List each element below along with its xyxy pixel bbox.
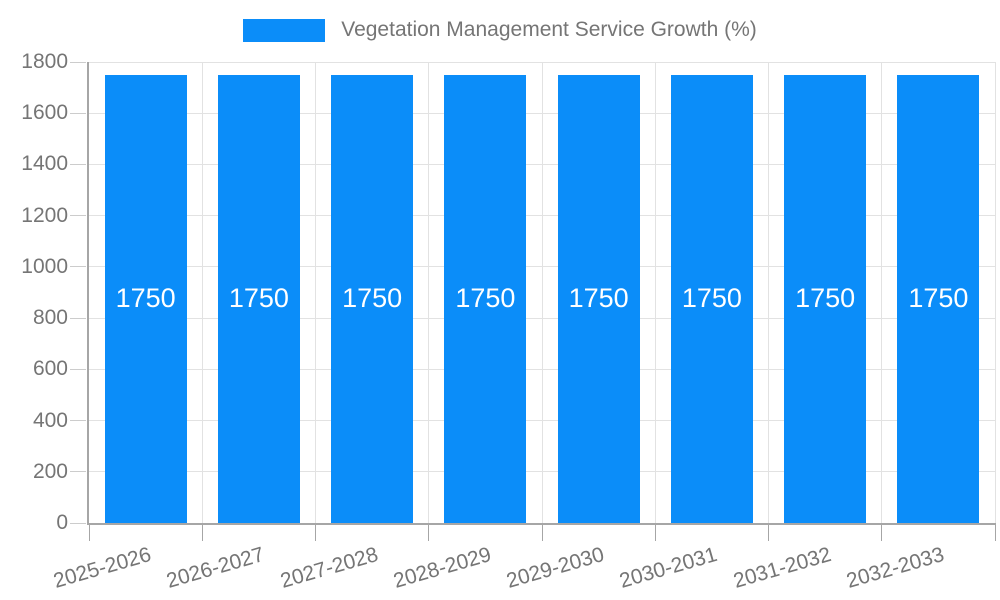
- x-axis-category-label: 2027-2028: [277, 543, 381, 593]
- bar-value-label: 1750: [795, 283, 856, 314]
- bar[interactable]: 1750: [444, 74, 527, 523]
- y-axis-tick-label: 600: [32, 357, 68, 381]
- x-axis-category-label: 2025-2026: [51, 543, 154, 593]
- x-axis-tick-mark: [315, 523, 316, 541]
- y-axis-tick-mark: [70, 163, 86, 165]
- y-axis-tick-label: 1600: [21, 101, 68, 125]
- bar-value-label: 1750: [342, 283, 403, 314]
- x-axis-tick-mark: [654, 523, 656, 541]
- bar[interactable]: 1750: [104, 74, 187, 523]
- x-gridline: [315, 62, 316, 523]
- y-axis-tick-label: 200: [32, 459, 68, 483]
- y-axis-tick-label: 1200: [21, 203, 68, 227]
- x-gridline: [654, 62, 656, 523]
- bar[interactable]: 1750: [217, 74, 300, 523]
- bar-value-label: 1750: [228, 283, 289, 314]
- y-axis-tick-mark: [70, 471, 86, 473]
- x-axis-tick-mark: [428, 523, 430, 541]
- x-axis-category-label: 2031-2032: [730, 543, 834, 593]
- y-axis-tick-label: 800: [32, 306, 68, 330]
- plot-area: 1750 1750 1750 1750 1750 1750 1750 1750: [87, 61, 996, 541]
- bar[interactable]: 1750: [557, 74, 640, 523]
- x-gridline: [768, 62, 769, 523]
- y-axis-tick-mark: [70, 266, 86, 268]
- x-axis-category-label: 2026-2027: [164, 543, 268, 593]
- x-axis-tick-mark: [201, 523, 203, 541]
- y-axis-tick-mark: [70, 112, 86, 114]
- bar[interactable]: 1750: [897, 74, 980, 523]
- y-axis: 0 200 400 600 800 1000 1200 1400 1600 1800: [0, 50, 86, 534]
- x-axis-category-label: 2030-2031: [617, 543, 721, 593]
- x-axis-tick-mark: [881, 523, 883, 541]
- y-axis-tick-label: 1000: [21, 254, 68, 278]
- x-axis-tick-mark: [994, 523, 996, 541]
- y-axis-tick-mark: [70, 215, 86, 217]
- y-axis-tick-mark: [70, 368, 86, 370]
- y-axis-tick-label: 1800: [21, 50, 68, 73]
- x-axis-tick-mark: [768, 523, 769, 541]
- x-axis-category-label: 2029-2030: [504, 543, 607, 593]
- x-gridline: [541, 62, 543, 523]
- bar-value-label: 1750: [681, 283, 742, 314]
- x-axis-category-label: 2028-2029: [390, 543, 494, 593]
- x-gridline: [428, 62, 430, 523]
- bar[interactable]: 1750: [331, 74, 414, 523]
- x-gridline: [881, 62, 883, 523]
- bar[interactable]: 1750: [784, 74, 867, 523]
- x-axis-tick-mark: [541, 523, 543, 541]
- bar-value-label: 1750: [568, 283, 629, 314]
- y-axis-tick-mark: [70, 61, 86, 63]
- legend-swatch[interactable]: [243, 18, 326, 42]
- y-axis-tick-label: 400: [32, 408, 68, 432]
- y-axis-tick-label: 1400: [21, 152, 68, 176]
- x-axis-category-label: 2032-2033: [843, 543, 947, 593]
- x-gridline: [994, 62, 996, 523]
- bar[interactable]: 1750: [670, 74, 753, 523]
- y-axis-tick-mark: [70, 317, 86, 319]
- y-axis-tick-label: 0: [56, 511, 68, 534]
- legend: Vegetation Management Service Growth (%): [0, 17, 1000, 43]
- bar-value-label: 1750: [455, 283, 516, 314]
- x-axis-tick-mark: [88, 523, 90, 541]
- legend-label[interactable]: Vegetation Management Service Growth (%): [341, 18, 757, 41]
- bar-value-label: 1750: [115, 283, 176, 314]
- x-gridline: [201, 62, 203, 523]
- bar-value-label: 1750: [908, 283, 969, 314]
- y-axis-tick-mark: [70, 522, 86, 524]
- y-axis-tick-mark: [70, 420, 86, 422]
